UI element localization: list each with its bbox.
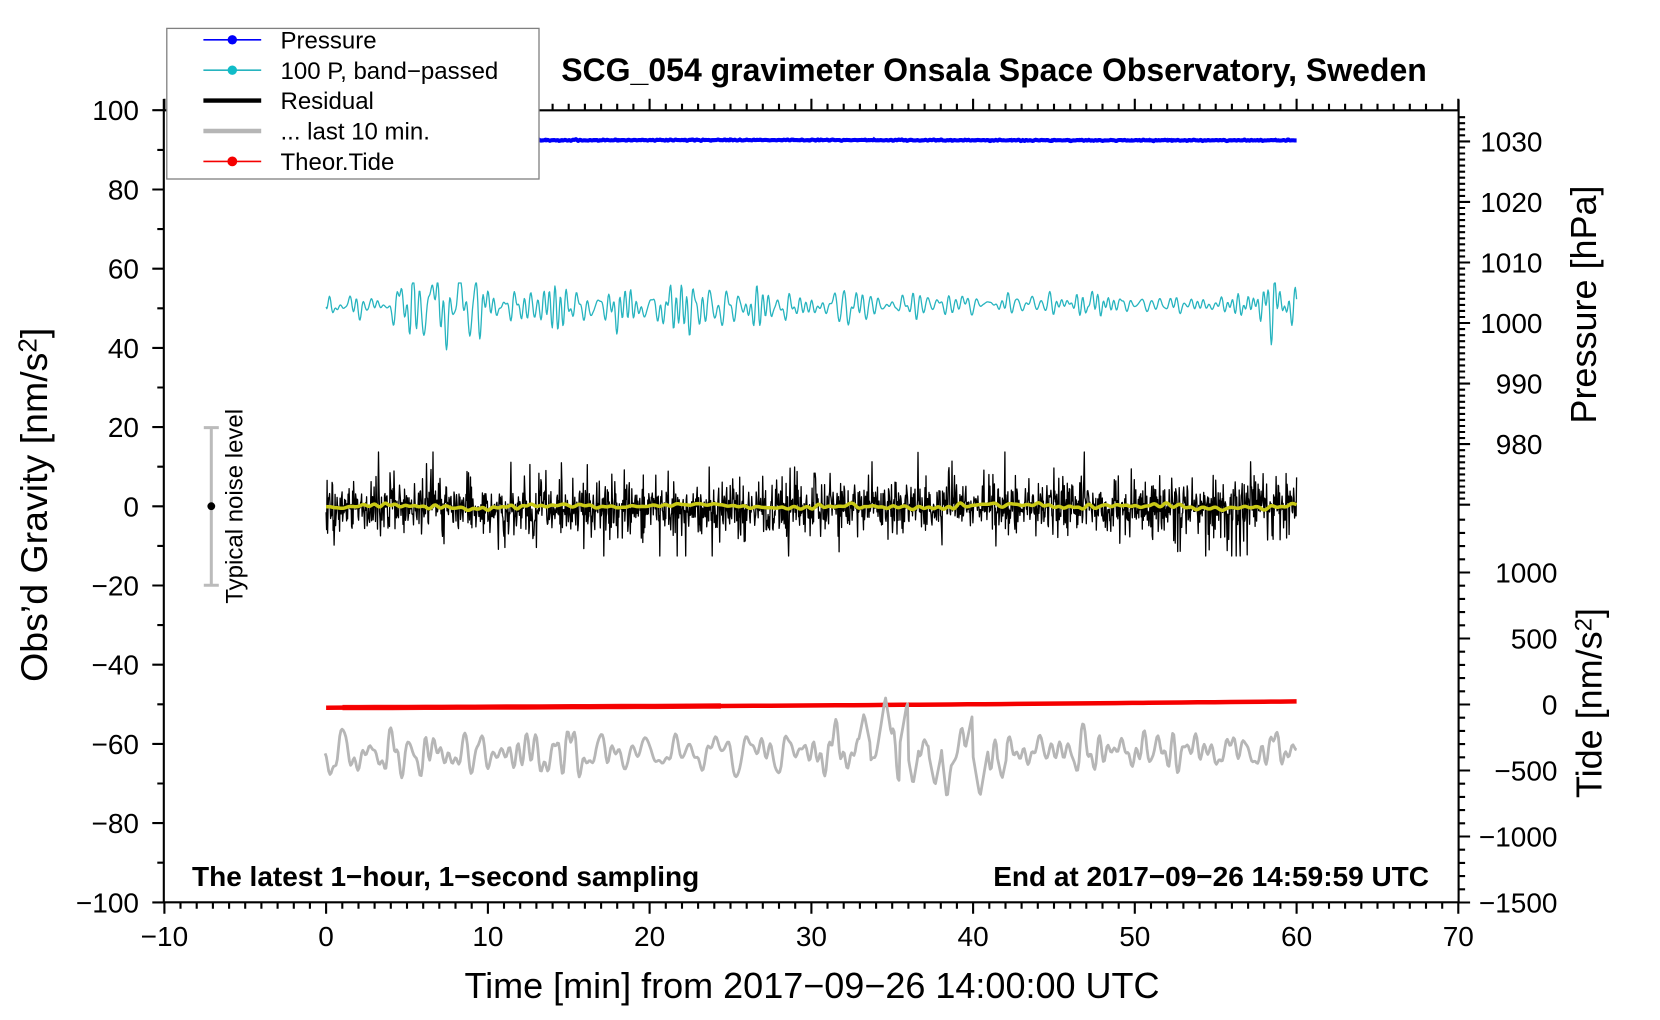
svg-text:60: 60: [108, 254, 139, 285]
svg-text:1020: 1020: [1480, 187, 1542, 218]
svg-text:−20: −20: [92, 571, 140, 602]
svg-text:60: 60: [1281, 921, 1312, 952]
svg-text:−500: −500: [1494, 756, 1557, 787]
svg-text:0: 0: [318, 921, 334, 952]
svg-text:990: 990: [1496, 369, 1543, 400]
svg-text:−100: −100: [76, 887, 139, 918]
svg-text:Tide [nm/s2]: Tide [nm/s2]: [1569, 608, 1610, 798]
svg-text:30: 30: [796, 921, 827, 952]
svg-text:40: 40: [108, 333, 139, 364]
svg-text:20: 20: [108, 412, 139, 443]
svg-text:40: 40: [958, 921, 989, 952]
svg-text:End at 2017−09−26 14:59:59 UTC: End at 2017−09−26 14:59:59 UTC: [993, 861, 1429, 892]
svg-text:Residual: Residual: [281, 88, 374, 115]
svg-text:980: 980: [1496, 429, 1543, 460]
svg-text:1000: 1000: [1495, 558, 1557, 589]
svg-text:The latest 1−hour, 1−second sa: The latest 1−hour, 1−second sampling: [192, 861, 699, 892]
svg-text:−80: −80: [92, 808, 140, 839]
svg-text:20: 20: [634, 921, 665, 952]
svg-text:−1000: −1000: [1479, 822, 1558, 853]
svg-text:70: 70: [1443, 921, 1474, 952]
svg-text:1010: 1010: [1480, 248, 1542, 279]
svg-text:1000: 1000: [1480, 308, 1542, 339]
svg-text:10: 10: [472, 921, 503, 952]
svg-text:80: 80: [108, 175, 139, 206]
svg-text:SCG_054 gravimeter Onsala Spac: SCG_054 gravimeter Onsala Space Observat…: [561, 52, 1427, 88]
svg-text:Theor.Tide: Theor.Tide: [281, 149, 395, 176]
svg-text:−60: −60: [92, 729, 140, 760]
svg-text:50: 50: [1119, 921, 1150, 952]
svg-text:1030: 1030: [1480, 126, 1542, 157]
svg-text:500: 500: [1511, 624, 1558, 655]
svg-text:Typical noise level: Typical noise level: [222, 409, 249, 604]
svg-text:Pressure [hPa]: Pressure [hPa]: [1563, 185, 1604, 423]
svg-text:100 P, band−passed: 100 P, band−passed: [281, 58, 499, 85]
svg-text:Time [min] from 2017−09−26 14:: Time [min] from 2017−09−26 14:00:00 UTC: [464, 965, 1159, 1006]
svg-text:Obs’d Gravity [nm/s2]: Obs’d Gravity [nm/s2]: [13, 328, 56, 682]
svg-text:Pressure: Pressure: [281, 27, 377, 54]
svg-text:−1500: −1500: [1479, 888, 1558, 919]
svg-text:0: 0: [123, 491, 139, 522]
svg-text:−10: −10: [141, 921, 189, 952]
svg-text:... last 10 min.: ... last 10 min.: [281, 119, 430, 146]
svg-text:0: 0: [1542, 690, 1558, 721]
svg-text:100: 100: [92, 95, 139, 126]
svg-text:−40: −40: [92, 650, 140, 681]
